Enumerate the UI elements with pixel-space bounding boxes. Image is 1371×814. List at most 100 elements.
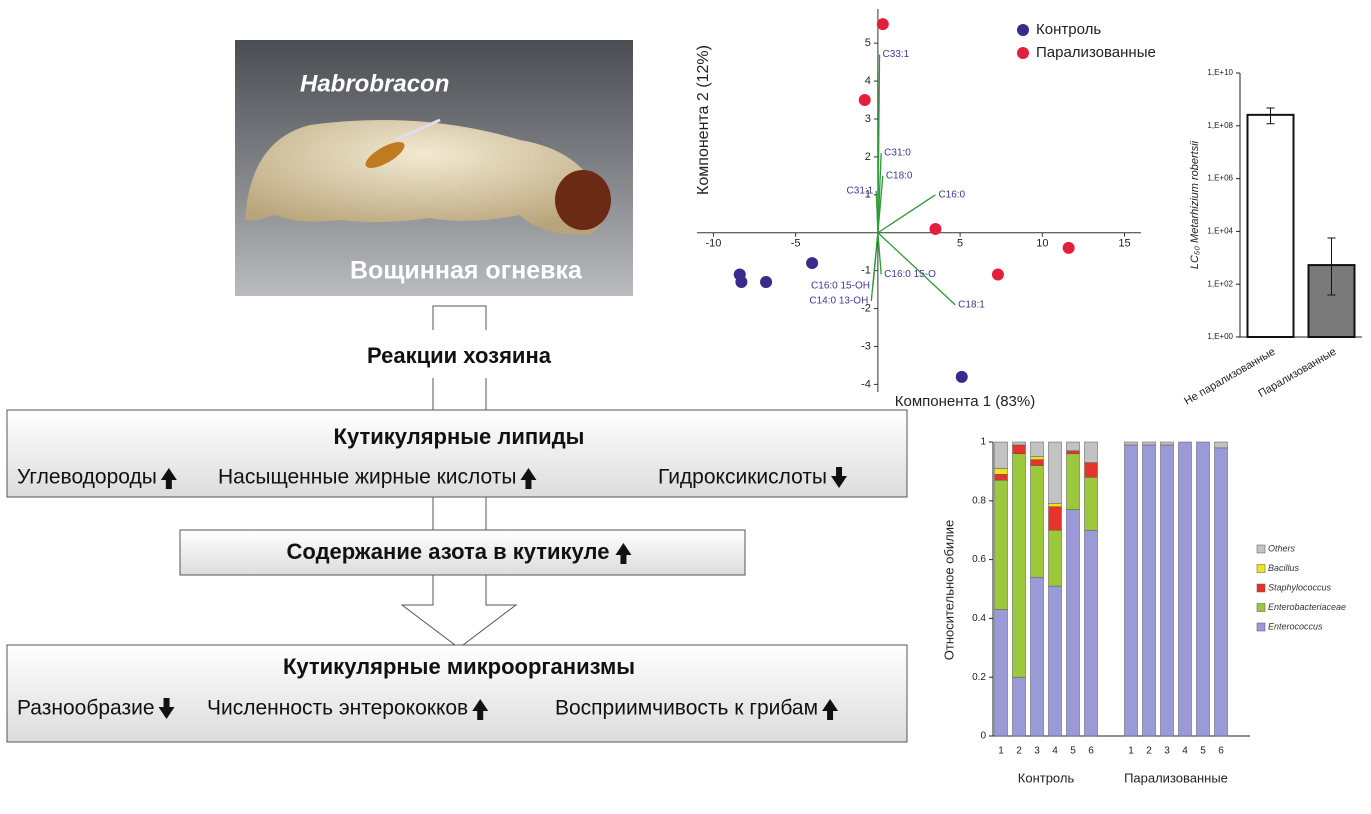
legend-swatch <box>1256 564 1266 573</box>
loading-label: C16:0 15-OH <box>811 280 870 291</box>
y-tick-label: -3 <box>861 340 871 352</box>
bar-segment <box>1084 441 1098 463</box>
bar-segment <box>994 609 1008 737</box>
loading-label: C18:0 <box>886 170 913 181</box>
bar-segment <box>1048 441 1062 504</box>
y-tick-label: 4 <box>865 75 871 87</box>
point <box>955 370 968 383</box>
x-tick-label: 10 <box>1036 238 1048 250</box>
nitrogen-box <box>179 529 746 576</box>
legend-label: Enterococcus <box>1268 621 1323 631</box>
x-tick-label: 1 <box>1128 746 1134 757</box>
bar-segment <box>1178 441 1192 737</box>
legend-swatch <box>1256 622 1266 632</box>
bar-segment <box>1084 529 1098 737</box>
bar-segment <box>1084 477 1098 531</box>
arrow-up <box>520 468 537 489</box>
bar-segment <box>1066 450 1080 455</box>
legend-label: Парализованные <box>1036 44 1156 61</box>
x-tick-label: -10 <box>705 238 721 250</box>
legend-marker <box>1017 47 1029 59</box>
bar-segment <box>1030 456 1044 460</box>
legend-label: Контроль <box>1036 21 1101 38</box>
arrow-up <box>472 699 489 720</box>
y-axis-label: Компонента 2 (12%) <box>695 45 712 195</box>
connector <box>432 378 487 410</box>
bar-segment <box>1048 585 1062 737</box>
bar-segment <box>1142 444 1156 737</box>
x-tick-label: 3 <box>1164 746 1170 757</box>
big-arrow <box>400 575 518 649</box>
connector <box>432 305 487 330</box>
x-tick-label: 1 <box>998 746 1004 757</box>
x-tick-label: 5 <box>1070 746 1076 757</box>
connector <box>432 497 487 530</box>
loading-vector <box>877 232 956 306</box>
loading-vector <box>877 232 882 275</box>
x-tick-label: 4 <box>1182 746 1188 757</box>
loading-label: C33:1 <box>883 49 910 60</box>
bar-segment <box>994 479 1008 610</box>
y-axis-label: Относительное обилие <box>941 520 956 660</box>
point <box>929 222 942 235</box>
bar-segment <box>1030 441 1044 457</box>
x-tick-label: 6 <box>1218 746 1224 757</box>
bar-segment <box>1030 465 1044 578</box>
arrow-down <box>831 467 848 488</box>
point <box>760 276 773 289</box>
legend-swatch <box>1256 583 1266 593</box>
y-tick-label: 0.6 <box>972 554 986 565</box>
bar-segment <box>1012 441 1026 446</box>
x-axis-label: Компонента 1 (83%) <box>895 393 1036 410</box>
wasp-wing <box>394 118 441 142</box>
bar-segment <box>1196 441 1210 737</box>
arrow-down <box>158 698 175 719</box>
bar-segment <box>1214 441 1228 449</box>
wasp <box>365 142 405 168</box>
y-tick-label: -1 <box>861 265 871 277</box>
bar-segment <box>994 474 1008 481</box>
x-tick-label: 15 <box>1118 238 1130 250</box>
bar-segment <box>1048 503 1062 507</box>
nitrogen-label: Содержание азота в кутикуле <box>287 539 610 564</box>
loading-label: C18:1 <box>958 299 985 310</box>
bar-segment <box>994 441 1008 469</box>
point <box>858 94 871 107</box>
x-tick-label: 4 <box>1052 746 1058 757</box>
legend-label: Bacillus <box>1268 563 1300 573</box>
bar-segment <box>1030 459 1044 466</box>
y-tick-label: 1 <box>865 189 871 201</box>
reaction-label: Реакции хозяина <box>367 343 552 368</box>
bar-segment <box>1012 444 1026 455</box>
y-tick-label: 2 <box>865 151 871 163</box>
bar-segment <box>1066 453 1080 510</box>
effect-label: Разнообразие <box>17 697 155 720</box>
x-tick-label: -5 <box>791 238 801 250</box>
loading-label: C14:0 13-OH <box>809 296 868 307</box>
y-tick-label: 5 <box>865 37 871 49</box>
x-tick-label: 3 <box>1034 746 1040 757</box>
error-bar <box>1327 237 1336 296</box>
y-tick-label: 1,E+02 <box>1207 279 1233 288</box>
effect-label: Восприимчивость к грибам <box>555 697 818 720</box>
x-tick-label: 2 <box>1146 746 1152 757</box>
y-axis-label: LC₅₀ Metarhizium robertsii <box>1189 140 1201 269</box>
loading-vector <box>877 194 936 234</box>
loading-label: C31:1 <box>847 186 874 197</box>
bar-segment <box>1030 576 1044 737</box>
y-tick-label: 0.2 <box>972 672 986 683</box>
arrow-up <box>615 543 632 564</box>
group-label: Контроль <box>1018 770 1075 785</box>
arrow-up <box>160 468 177 489</box>
y-tick-label: -2 <box>861 302 871 314</box>
y-tick-label: 1,E+10 <box>1207 68 1233 77</box>
bar-segment <box>1066 441 1080 452</box>
x-tick-label: 6 <box>1088 746 1094 757</box>
microbes-box <box>6 644 908 743</box>
point <box>1062 241 1075 254</box>
y-tick-label: -4 <box>861 378 871 390</box>
bar-segment <box>1124 441 1138 446</box>
arrow-up <box>822 699 839 720</box>
